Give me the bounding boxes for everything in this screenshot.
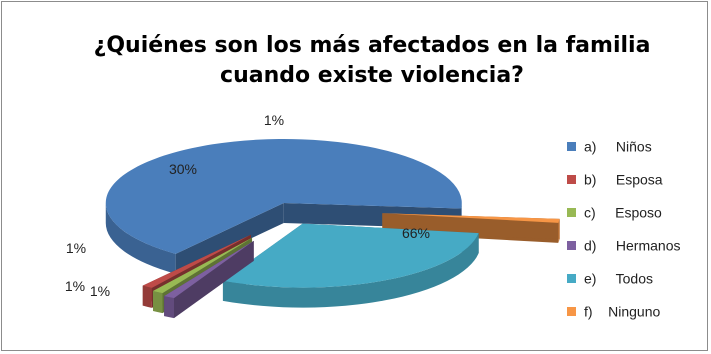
legend-label-3: d) Hermanos — [584, 238, 680, 254]
pie-slice-4 — [222, 223, 479, 308]
pie-slices — [105, 138, 560, 319]
data-label-5: 1% — [264, 112, 284, 128]
legend-swatch-4 — [567, 274, 576, 283]
pie-slice-side — [558, 218, 560, 243]
data-label-3: 1% — [65, 278, 85, 294]
legend: a) Niños b) Esposa c) Esposo d) Hermanos e) … — [567, 139, 680, 320]
legend-swatch-5 — [567, 307, 576, 316]
pie-slice-side — [153, 290, 163, 314]
legend-swatch-0 — [567, 142, 576, 151]
data-label-0: 66% — [402, 225, 430, 241]
pie-slice-wall — [175, 202, 284, 274]
data-labels: 66% 1% 1% 1% 30% 1% — [65, 112, 430, 299]
legend-swatch-3 — [567, 241, 576, 250]
data-label-2: 1% — [66, 240, 86, 256]
pie-slice-top — [382, 213, 560, 223]
legend-label-1: b) Esposa — [584, 172, 663, 188]
pie-slice-top — [105, 138, 462, 254]
pie-slice-top — [164, 240, 254, 299]
legend-swatch-2 — [567, 208, 576, 217]
legend-label-4: e) Todos — [584, 271, 653, 287]
pie-slice-side — [164, 296, 175, 319]
pie-slice-side — [142, 285, 152, 308]
pie-slice-side — [222, 233, 479, 308]
data-label-4: 30% — [169, 161, 197, 177]
legend-label-0: a) Niños — [584, 139, 652, 155]
legend-swatch-1 — [567, 175, 576, 184]
pie-slice-0 — [105, 138, 462, 274]
legend-label-2: c) Esposo — [584, 205, 662, 221]
chart-title-line-2: cuando existe violencia? — [220, 63, 524, 88]
pie-slice-top — [153, 237, 253, 294]
pie-slice-top — [142, 234, 251, 288]
pie-slice-side — [105, 202, 176, 274]
legend-label-5: f) Ninguno — [584, 304, 660, 320]
chart-title-line-1: ¿Quiénes son los más afectados en la fam… — [94, 33, 651, 58]
data-label-1: 1% — [90, 283, 110, 299]
pie-slice-wall — [174, 240, 254, 319]
pie-slice-3 — [164, 240, 254, 319]
pie-slice-top — [222, 223, 479, 288]
